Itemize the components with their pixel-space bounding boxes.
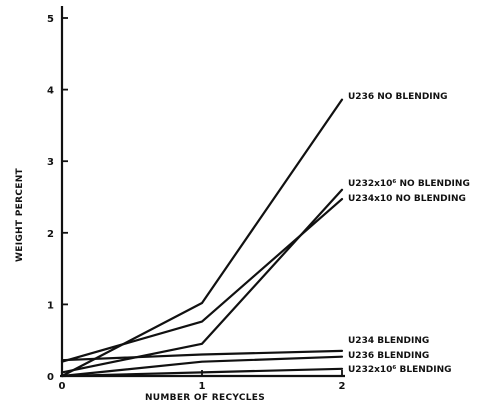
series-label: U234 BLENDING: [348, 336, 429, 346]
series-label: U234x10 NO BLENDING: [348, 194, 466, 204]
series-label: U232x10⁶ BLENDING: [348, 365, 452, 375]
series-label: U236 BLENDING: [348, 351, 429, 361]
series-line: [60, 198, 344, 363]
x-tick-label: 0: [59, 381, 66, 392]
series-labels-group: U236 NO BLENDING U232x10⁶ NO BLENDING U234…: [348, 92, 470, 375]
series-label: U236 NO BLENDING: [348, 92, 448, 102]
series-label: U232x10⁶ NO BLENDING: [348, 179, 470, 189]
series-line: [60, 349, 344, 362]
tick-group: 0 1 2 3 4 5 0 1 2: [47, 14, 345, 392]
y-tick-label: 0: [47, 372, 54, 383]
series-line: [60, 188, 344, 374]
y-tick-label: 3: [47, 157, 54, 168]
x-axis-title: NUMBER OF RECYCLES: [145, 393, 265, 403]
series-line: [60, 367, 344, 378]
y-tick-label: 5: [47, 14, 54, 25]
series-group: [60, 98, 344, 378]
y-axis-title: WEIGHT PERCENT: [15, 167, 25, 261]
x-tick-label: 1: [199, 381, 206, 392]
x-tick-label: 2: [339, 381, 346, 392]
series-line: [60, 355, 344, 378]
y-tick-label: 2: [47, 229, 54, 240]
y-tick-label: 4: [47, 86, 54, 97]
y-tick-label: 1: [47, 300, 54, 311]
series-line: [60, 98, 344, 378]
